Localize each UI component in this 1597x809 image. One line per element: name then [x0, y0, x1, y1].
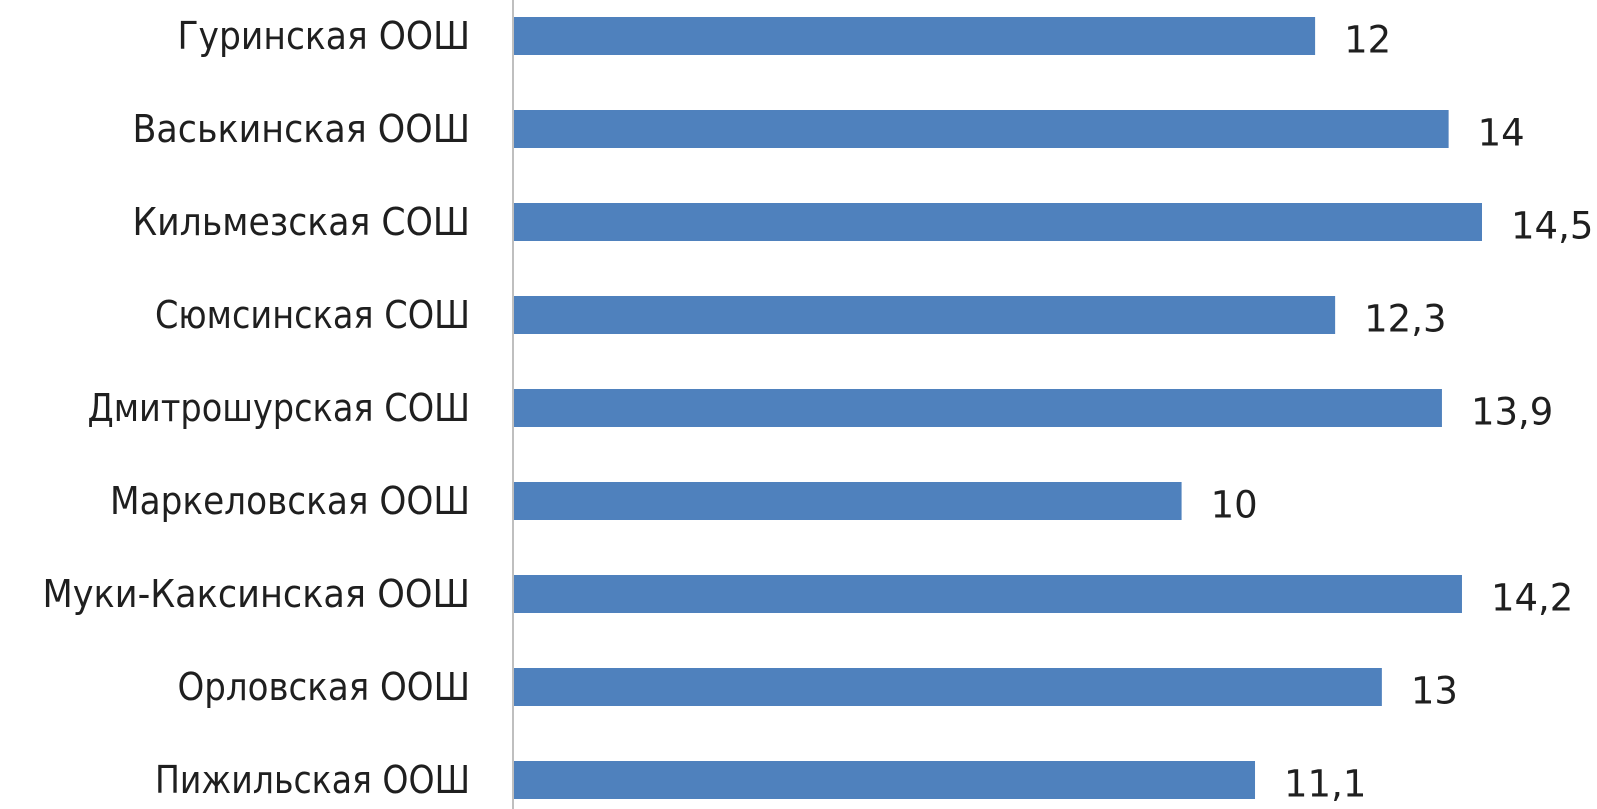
- value-label: 10: [1211, 484, 1258, 527]
- value-label: 12: [1344, 19, 1391, 62]
- bar: [514, 389, 1442, 427]
- value-label: 14: [1478, 112, 1525, 155]
- category-label: Васькинская ООШ: [133, 107, 471, 151]
- category-label: Сюмсинская СОШ: [155, 293, 470, 337]
- value-labels: 12 14 14,5 12,3 13,9 10 14,2 13 11,1: [1211, 19, 1594, 806]
- value-label: 14,2: [1491, 577, 1573, 620]
- category-label: Кильмезская СОШ: [133, 200, 471, 244]
- category-label: Пижильская ООШ: [155, 758, 470, 802]
- bar: [514, 296, 1336, 334]
- bars: [514, 17, 1482, 799]
- value-label: 14,5: [1511, 205, 1593, 248]
- category-labels: Гуринская ООШ Васькинская ООШ Кильмезская …: [43, 14, 471, 802]
- value-label: 12,3: [1364, 298, 1446, 341]
- bar: [514, 668, 1382, 706]
- bar: [514, 761, 1256, 799]
- category-label: Гуринская ООШ: [178, 14, 471, 58]
- value-label: 13: [1411, 670, 1458, 713]
- value-label: 11,1: [1284, 763, 1366, 806]
- bar: [514, 203, 1482, 241]
- category-label: Маркеловская ООШ: [110, 479, 470, 523]
- bar: [514, 482, 1182, 520]
- bar: [514, 17, 1316, 55]
- category-label: Муки-Каксинская ООШ: [43, 572, 471, 616]
- category-label: Дмитрошурская СОШ: [88, 386, 471, 430]
- category-label: Орловская ООШ: [178, 665, 471, 709]
- bar: [514, 575, 1462, 613]
- bar: [514, 110, 1449, 148]
- value-label: 13,9: [1471, 391, 1553, 434]
